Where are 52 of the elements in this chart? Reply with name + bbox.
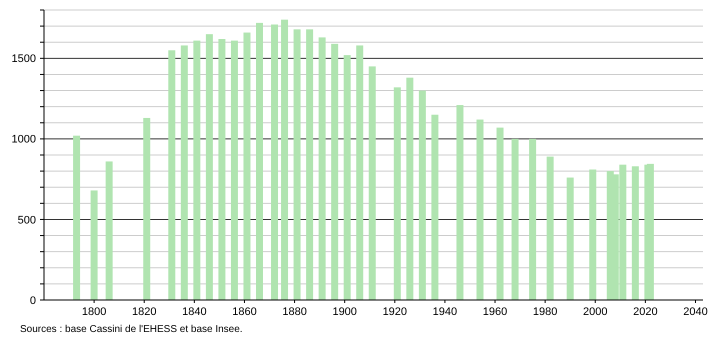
- bar: [529, 138, 536, 300]
- bar: [589, 170, 596, 300]
- bar: [206, 34, 213, 300]
- x-tick-label: 1960: [482, 306, 508, 318]
- x-tick-label: 1940: [432, 306, 458, 318]
- bar: [243, 32, 250, 300]
- bar: [406, 78, 414, 300]
- bar: [230, 40, 238, 300]
- x-tick-label: 1860: [232, 306, 257, 318]
- x-tick-label: 2020: [633, 306, 658, 318]
- bar: [368, 66, 376, 300]
- x-tick-label: 2000: [583, 306, 608, 318]
- bar: [394, 87, 401, 300]
- bar: [73, 136, 80, 300]
- y-tick-label: 0: [30, 294, 36, 307]
- x-tick-label: 1880: [282, 306, 307, 318]
- bar: [106, 161, 113, 300]
- bar: [281, 20, 288, 300]
- bar: [271, 24, 278, 300]
- y-tick-label: 1000: [12, 134, 36, 146]
- bar: [168, 50, 176, 300]
- bar: [418, 90, 426, 300]
- y-tick-label: 500: [18, 214, 36, 226]
- bar: [193, 40, 200, 300]
- bar: [318, 37, 326, 300]
- x-tick-label: 1840: [182, 306, 207, 318]
- bar: [456, 105, 464, 300]
- bar: [143, 118, 150, 300]
- x-tick-label: 1820: [132, 306, 156, 318]
- bar: [431, 114, 438, 300]
- bar: [476, 120, 484, 300]
- bar: [331, 44, 338, 300]
- bar: [546, 156, 554, 300]
- bar: [632, 166, 639, 300]
- x-tick-label: 1800: [82, 306, 106, 318]
- bar: [90, 190, 98, 300]
- bar: [496, 128, 504, 300]
- bar: [218, 39, 226, 300]
- x-tick-label: 1920: [382, 306, 408, 318]
- bar: [512, 138, 519, 300]
- x-tick-label: 1900: [332, 306, 357, 318]
- bar: [356, 45, 364, 300]
- x-tick-label: 2040: [683, 306, 708, 318]
- bar: [566, 178, 574, 300]
- bar: [256, 22, 263, 300]
- bar: [306, 29, 314, 300]
- bar: [344, 55, 351, 300]
- y-tick-label: 1500: [12, 53, 36, 66]
- bar: [294, 29, 301, 300]
- bar: [180, 45, 188, 300]
- x-tick-label: 1980: [532, 306, 558, 318]
- source-note: Sources : base Cassini de l'EHESS et base Insee.: [20, 324, 243, 335]
